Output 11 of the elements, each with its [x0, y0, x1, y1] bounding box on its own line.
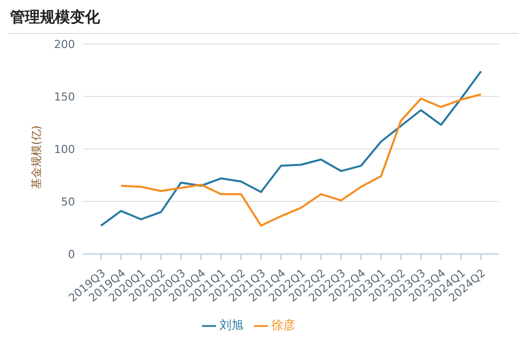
y-tick-label: 100: [54, 142, 75, 156]
y-tick-label: 200: [54, 38, 75, 51]
y-axis-title: 基金规模(亿): [30, 125, 43, 189]
y-tick-label: 50: [61, 195, 75, 208]
chart-title: 管理规模变化: [8, 8, 519, 34]
legend-label: 徐彦: [272, 318, 296, 332]
line-series: [120, 93, 482, 227]
line-series: [100, 70, 482, 227]
y-tick-label: 0: [68, 248, 75, 261]
y-tick-label: 150: [54, 90, 75, 104]
legend-label: 刘旭: [220, 318, 244, 332]
